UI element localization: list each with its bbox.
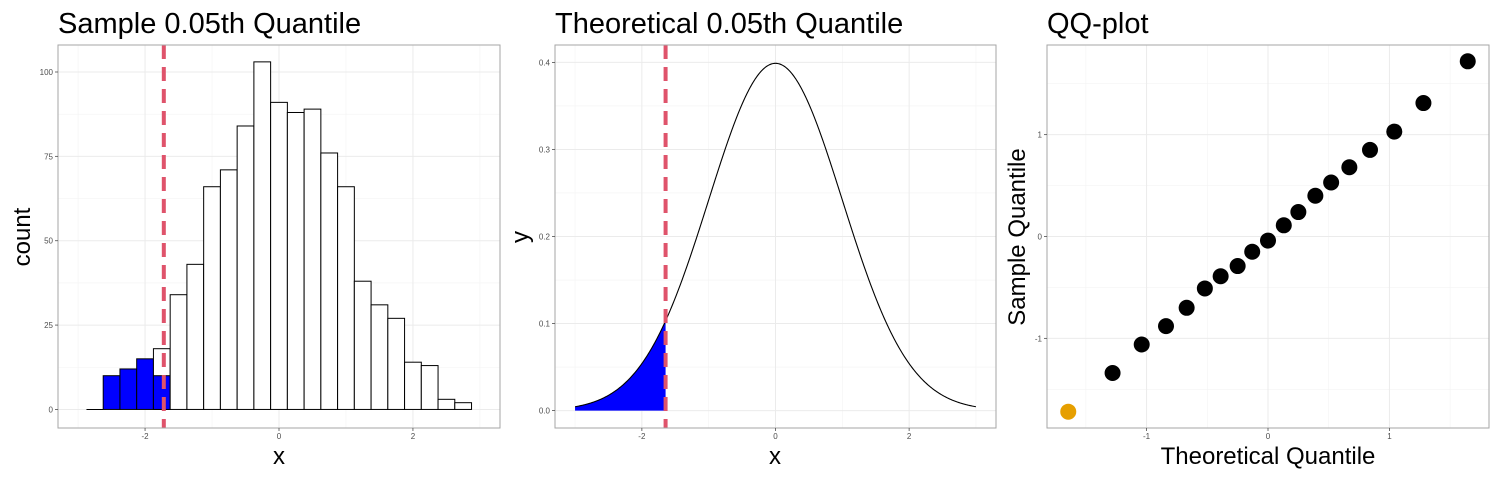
histogram-bar (303, 108, 322, 410)
histogram-y-tick-label: 75 (44, 152, 53, 161)
density-y-tick-label: 0.4 (539, 58, 551, 67)
qqplot-grid (1047, 45, 1489, 428)
density-y-tick-label: 0.3 (539, 145, 551, 154)
density-y-tick-label: 0.2 (539, 233, 551, 242)
histogram-bar (219, 169, 238, 410)
histogram-bar-highlighted (102, 375, 121, 410)
qqplot-y-axis-title: Sample Quantile (1004, 148, 1031, 325)
qqplot-x-tick-label: -1 (1143, 432, 1151, 441)
histogram-bar-highlighted (136, 358, 154, 410)
qqplot-x-tick-label: 1 (1387, 432, 1392, 441)
density-curve-layer (574, 62, 977, 411)
histogram-bar (169, 294, 188, 410)
density-x-tick-label: -2 (638, 432, 646, 441)
density-y-tick-label: 0.0 (539, 407, 551, 416)
density-x-tick-label: 2 (907, 432, 912, 441)
density-x-axis-title: x (769, 443, 781, 470)
panel-density: Theoretical 0.05th Quantile -2 0 2 0.0 0.1 0.… (507, 8, 997, 470)
qqplot-point (1323, 174, 1340, 191)
histogram-bar (286, 111, 305, 410)
qqplot-point (1196, 280, 1213, 297)
histogram-bar (186, 263, 205, 410)
qqplot-point (1307, 187, 1324, 204)
histogram-bar (437, 398, 456, 410)
density-shaded-tail (575, 320, 666, 411)
qqplot-point (1158, 318, 1174, 335)
histogram-bar-highlighted (119, 368, 138, 410)
histogram-bar (270, 101, 288, 410)
histogram-bar (236, 125, 255, 410)
density-title: Theoretical 0.05th Quantile (555, 8, 903, 40)
histogram-x-tick-label: -2 (141, 432, 149, 441)
qqplot-point (1290, 204, 1307, 221)
qqplot-point-highlighted (1060, 403, 1077, 420)
histogram-x-tick-label: 2 (411, 432, 416, 441)
qqplot-point (1229, 258, 1246, 275)
density-axis-ticks: -2 0 2 0.0 0.1 0.2 0.3 0.4 (539, 58, 912, 441)
histogram-bar (337, 186, 355, 410)
qqplot-point (1386, 123, 1403, 140)
qqplot-y-tick-label: 1 (1038, 131, 1043, 140)
qqplot-point (1415, 95, 1432, 112)
qqplot-points (1060, 53, 1476, 420)
histogram-bar (420, 365, 439, 410)
histogram-x-tick-label: 0 (277, 432, 282, 441)
histogram-bar (253, 61, 272, 410)
histogram-bar (387, 317, 406, 410)
qqplot-point (1212, 268, 1229, 285)
density-y-tick-label: 0.1 (539, 320, 551, 329)
density-y-axis-title: y (507, 231, 534, 243)
qqplot-point (1244, 243, 1261, 260)
qqplot-point (1341, 159, 1358, 176)
qqplot-y-tick-label: 0 (1038, 233, 1043, 242)
histogram-y-axis-title: count (9, 207, 36, 266)
histogram-bar (404, 361, 422, 410)
histogram-y-tick-label: 50 (44, 237, 53, 246)
density-grid (555, 45, 996, 428)
qqplot-point (1362, 141, 1378, 158)
qqplot-point (1260, 232, 1276, 249)
histogram-y-tick-label: 25 (44, 321, 53, 330)
histogram-bar (203, 186, 221, 410)
qqplot-y-tick-label: -1 (1035, 334, 1043, 343)
histogram-x-axis-title: x (273, 443, 285, 470)
qqplot-point (1178, 299, 1195, 316)
histogram-axis-ticks: -2 0 2 0 25 50 75 100 (40, 68, 416, 441)
density-curve (574, 62, 977, 408)
histogram-y-tick-label: 100 (40, 68, 54, 77)
density-x-tick-label: 0 (773, 432, 778, 441)
qqplot-point (1459, 53, 1476, 70)
qqplot-axis-ticks: -1 0 1 -1 0 1 (1035, 131, 1392, 441)
qqplot-title: QQ-plot (1047, 8, 1149, 40)
histogram-bars (86, 61, 473, 410)
histogram-y-tick-label: 0 (49, 405, 54, 414)
histogram-bar (353, 280, 372, 410)
qqplot-x-tick-label: 0 (1266, 432, 1271, 441)
qqplot-point (1275, 217, 1292, 234)
histogram-bar (320, 152, 339, 410)
qqplot-x-axis-title: Theoretical Quantile (1161, 443, 1376, 470)
histogram-bar-highlighted (152, 375, 171, 410)
panel-qqplot: QQ-plot -1 0 1 -1 0 1 Theoretical Quantile Sa… (1004, 8, 1490, 470)
histogram-bar (370, 304, 389, 410)
qqplot-point (1133, 336, 1150, 353)
qqplot-point (1104, 364, 1121, 381)
histogram-bar (454, 402, 473, 410)
histogram-title: Sample 0.05th Quantile (58, 8, 361, 40)
